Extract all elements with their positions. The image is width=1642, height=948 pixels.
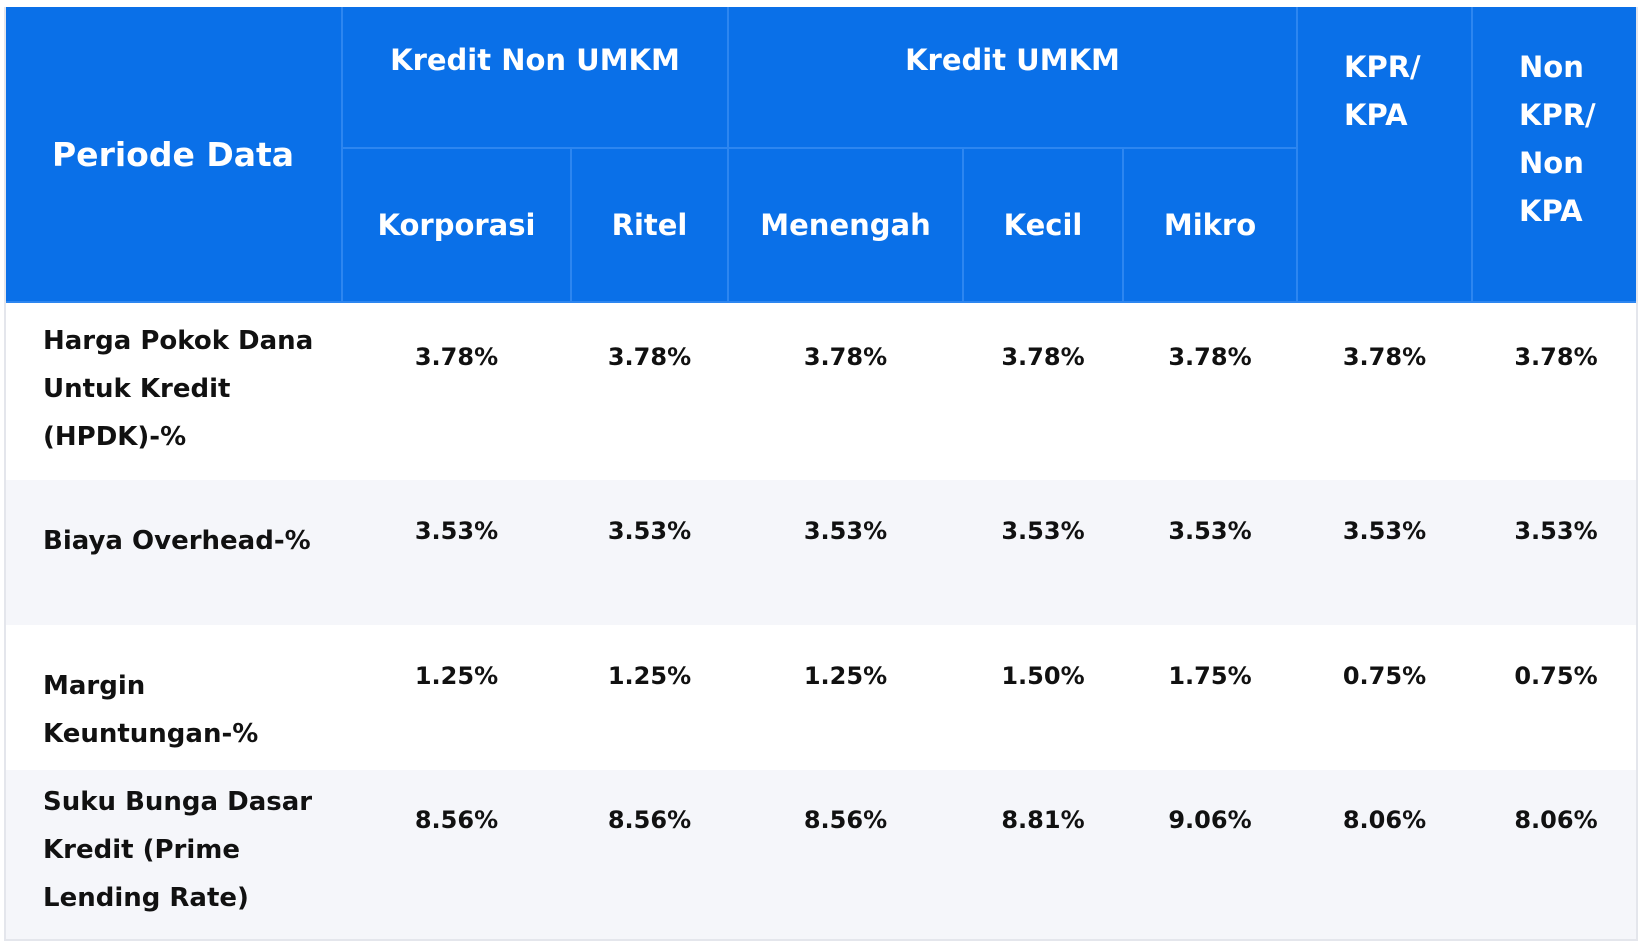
rate-value: 3.53% — [1123, 480, 1297, 625]
rate-value: 8.06% — [1472, 770, 1636, 939]
group-header: KPR/ KPA — [1296, 7, 1473, 303]
sub-header: Menengah — [727, 147, 964, 303]
rate-value: 3.78% — [803, 343, 888, 371]
rate-value: 3.53% — [342, 480, 571, 625]
rate-value: 8.56% — [571, 770, 728, 939]
rate-value: 3.53% — [963, 480, 1123, 625]
sub-header: Kecil — [962, 147, 1124, 303]
rate-value: 3.78% — [1001, 343, 1085, 371]
rate-value: 1.25% — [803, 662, 888, 690]
table-row: Suku Bunga Dasar Kredit (Prime Lending R… — [6, 770, 1636, 939]
rate-value: 1.75% — [1168, 662, 1252, 690]
rate-value: 1.50% — [1001, 662, 1085, 690]
rate-value: 1.25% — [607, 662, 692, 690]
period-header: Periode Data — [6, 7, 343, 303]
rate-value: 3.53% — [571, 480, 728, 625]
rate-value: 8.06% — [1297, 770, 1472, 939]
rate-value: 0.75% — [1514, 662, 1598, 690]
rate-table-container: Periode Data Kredit Non UMKM Kredit UMKM… — [4, 7, 1638, 941]
group-header: Non KPR/ Non KPA — [1471, 7, 1636, 303]
row-label: Harga Pokok Dana Untuk Kredit (HPDK)-% — [43, 326, 314, 452]
rate-table: Periode Data Kredit Non UMKM Kredit UMKM… — [6, 7, 1636, 939]
rate-value: 8.56% — [728, 770, 963, 939]
rate-value: 8.81% — [963, 770, 1123, 939]
rate-value: 9.06% — [1123, 770, 1297, 939]
row-label: Biaya Overhead-% — [6, 480, 342, 625]
group-header: Kredit Non UMKM — [341, 7, 729, 149]
table-body: Harga Pokok Dana Untuk Kredit (HPDK)-% 3.… — [6, 302, 1636, 939]
row-label: Margin Keuntungan-% — [43, 671, 259, 749]
rate-value: 3.78% — [607, 343, 692, 371]
row-label: Suku Bunga Dasar Kredit (Prime Lending R… — [6, 770, 342, 939]
table-row: Margin Keuntungan-% 1.25% 1.25% 1.25% 1.50% 1… — [6, 625, 1636, 770]
sub-header: Mikro — [1122, 147, 1298, 303]
sub-header: Korporasi — [341, 147, 572, 303]
rate-value: 3.53% — [1297, 480, 1472, 625]
rate-value: 3.78% — [1514, 343, 1598, 371]
rate-value: 8.56% — [342, 770, 571, 939]
rate-value: 3.53% — [728, 480, 963, 625]
table-row: Biaya Overhead-% 3.53% 3.53% 3.53% 3.53% 3.53… — [6, 480, 1636, 625]
rate-value: 1.25% — [414, 662, 499, 690]
table-row: Harga Pokok Dana Untuk Kredit (HPDK)-% 3.… — [6, 302, 1636, 480]
sub-header: Ritel — [570, 147, 729, 303]
group-header: Kredit UMKM — [727, 7, 1298, 149]
rate-value: 3.78% — [1342, 343, 1427, 371]
rate-value: 0.75% — [1342, 662, 1427, 690]
rate-value: 3.53% — [1472, 480, 1636, 625]
rate-value: 3.78% — [414, 343, 499, 371]
rate-value: 3.78% — [1168, 343, 1252, 371]
